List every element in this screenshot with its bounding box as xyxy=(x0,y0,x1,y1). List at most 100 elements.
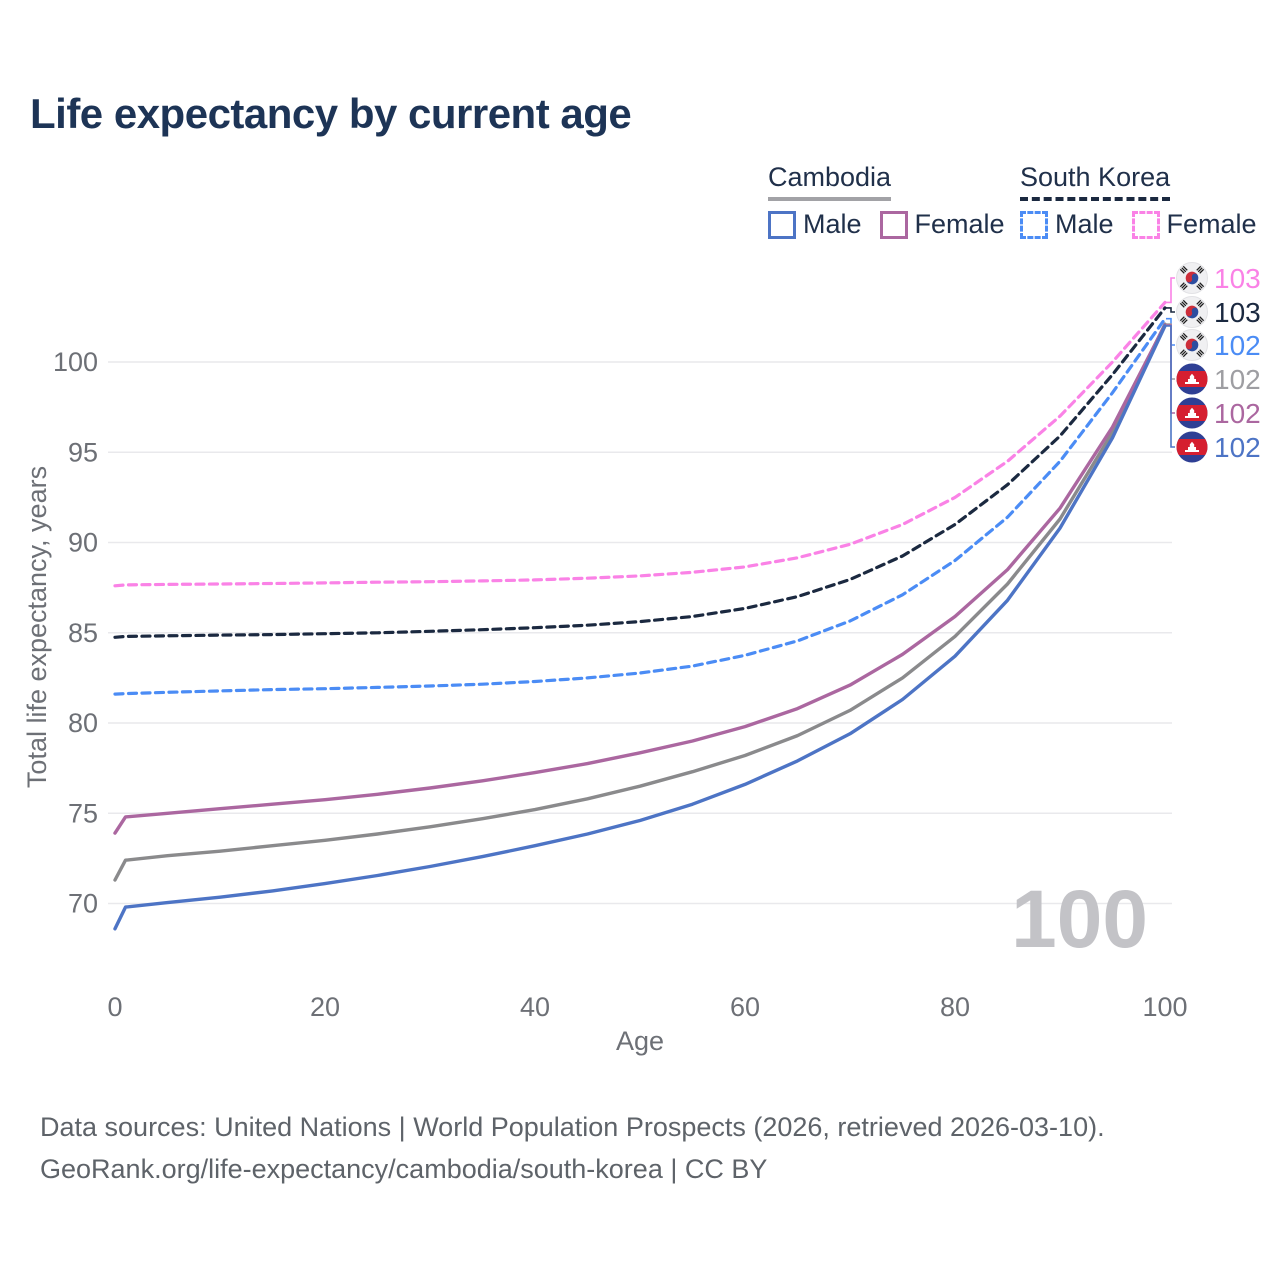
y-axis-title: Total life expectancy, years xyxy=(22,466,52,788)
trigram-bar xyxy=(1179,335,1185,341)
page-title: Life expectancy by current age xyxy=(30,90,632,137)
trigram xyxy=(1179,316,1188,325)
trigram-bar xyxy=(1181,317,1187,323)
age-watermark: 100 xyxy=(1011,874,1148,965)
series-line-cambodia-female[interactable] xyxy=(113,323,1167,835)
end-label-value-south-korea-total: 103 xyxy=(1214,297,1261,328)
series-line-south-korea-female[interactable] xyxy=(113,300,1167,588)
y-tick-label: 100 xyxy=(53,347,98,377)
y-tick-label: 90 xyxy=(68,528,98,558)
trigram xyxy=(1179,282,1188,291)
end-label-cambodia-female[interactable]: 102 xyxy=(1176,397,1261,429)
trigram-bar xyxy=(1179,349,1185,355)
end-label-cambodia-male[interactable]: 102 xyxy=(1176,431,1261,463)
trigram-bar xyxy=(1179,282,1185,288)
trigram-bar xyxy=(1182,299,1188,305)
trigram-bar xyxy=(1196,352,1202,358)
trigram-bar xyxy=(1199,268,1205,274)
end-label-south-korea-female[interactable]: 103 xyxy=(1176,262,1261,295)
taegeuk xyxy=(1185,305,1199,319)
trigram-bar xyxy=(1196,285,1202,291)
legend-group-title-south-korea[interactable]: South Korea xyxy=(1020,162,1171,201)
trigram xyxy=(1196,299,1205,308)
end-label-value-cambodia-female: 102 xyxy=(1214,398,1261,429)
legend-item-label: Male xyxy=(1055,209,1114,239)
legend-item-label: Female xyxy=(914,209,1005,239)
x-axis-title: Age xyxy=(616,1026,664,1056)
x-tick-label: 0 xyxy=(107,992,122,1022)
legend-items-south-korea: Male Female xyxy=(1020,209,1257,240)
trigram-bar xyxy=(1182,319,1188,325)
trigram-bar xyxy=(1197,301,1203,307)
trigram-bar xyxy=(1196,265,1202,271)
taegeuk-blue-dot xyxy=(1191,307,1199,314)
trigram-bar xyxy=(1182,265,1188,271)
trigram-bar xyxy=(1179,302,1185,308)
trigram xyxy=(1196,282,1205,291)
cambodia-flag-icon xyxy=(1176,431,1208,463)
footer-attribution: GeoRank.org/life-expectancy/cambodia/sou… xyxy=(40,1154,768,1184)
leader-line-cambodia-male xyxy=(1166,325,1175,448)
footer-data-sources: Data sources: United Nations | World Pop… xyxy=(40,1112,1105,1142)
series-line-cambodia-male[interactable] xyxy=(113,324,1167,931)
south-korea-flag-icon xyxy=(1176,262,1208,294)
series-line-south-korea-male[interactable] xyxy=(113,317,1167,696)
trigram xyxy=(1196,265,1205,274)
trigram-bar xyxy=(1199,302,1205,308)
taegeuk-red-dot xyxy=(1185,276,1193,283)
leader-line-south-korea-total xyxy=(1166,307,1175,313)
y-tick-label: 80 xyxy=(68,708,98,738)
end-label-south-korea-total[interactable]: 103 xyxy=(1176,296,1261,329)
legend-group-label: Cambodia xyxy=(768,162,892,192)
trigram-bar xyxy=(1199,316,1205,322)
y-tick-label: 95 xyxy=(68,437,98,467)
end-label-value-south-korea-female: 103 xyxy=(1214,263,1261,294)
taegeuk-blue-dot xyxy=(1191,340,1199,347)
end-label-value-cambodia-male: 102 xyxy=(1214,432,1261,463)
x-tick-label: 20 xyxy=(310,992,340,1022)
cambodia-flag-icon xyxy=(1176,363,1208,395)
legend-item-cambodia-female[interactable]: Female xyxy=(879,209,1005,240)
trigram-bar xyxy=(1179,316,1185,322)
end-label-value-south-korea-male: 102 xyxy=(1214,330,1261,361)
series-line-south-korea-total[interactable] xyxy=(113,306,1167,639)
legend-item-cambodia-male[interactable]: Male xyxy=(768,209,862,240)
trigram xyxy=(1196,316,1205,325)
legend-group-label: South Korea xyxy=(1020,162,1171,192)
trigram-bar xyxy=(1196,299,1202,305)
x-tick-label: 60 xyxy=(730,992,760,1022)
legend-group-title-cambodia[interactable]: Cambodia xyxy=(768,162,892,201)
trigram-bar xyxy=(1197,334,1203,340)
south-korea-female-swatch-icon xyxy=(1131,210,1160,239)
trigram xyxy=(1196,332,1205,341)
legend-item-south-korea-female[interactable]: Female xyxy=(1131,209,1257,240)
y-tick-label: 70 xyxy=(68,889,98,919)
trigram-bar xyxy=(1199,335,1205,341)
cambodia-male-swatch-icon xyxy=(768,210,796,239)
trigram-bar xyxy=(1199,349,1205,355)
legend-item-label: Male xyxy=(803,209,862,239)
trigram-bar xyxy=(1179,268,1185,274)
taegeuk xyxy=(1185,338,1199,352)
end-label-cambodia-total[interactable]: 102 xyxy=(1176,363,1261,395)
trigram-bar xyxy=(1197,350,1203,356)
x-tick-label: 80 xyxy=(940,992,970,1022)
south-korea-male-swatch-icon xyxy=(1020,210,1048,239)
trigram-bar xyxy=(1181,267,1187,273)
angkor-wat xyxy=(1185,373,1199,384)
taegeuk xyxy=(1185,271,1199,285)
footer: Data sources: United Nations | World Pop… xyxy=(40,1106,1105,1190)
trigram-bar xyxy=(1196,332,1202,338)
legend-item-south-korea-male[interactable]: Male xyxy=(1020,209,1114,240)
legend-group-cambodia: Cambodia Male Female xyxy=(768,162,1005,240)
taegeuk-red-dot xyxy=(1185,343,1193,350)
x-tick-label: 100 xyxy=(1142,992,1187,1022)
cambodia-female-swatch-icon xyxy=(879,210,908,239)
taegeuk-red-dot xyxy=(1185,310,1193,317)
end-label-south-korea-male[interactable]: 102 xyxy=(1176,329,1261,362)
trigram xyxy=(1179,332,1188,341)
flag-clipped xyxy=(1176,431,1208,463)
series-line-cambodia-total[interactable] xyxy=(113,322,1167,882)
